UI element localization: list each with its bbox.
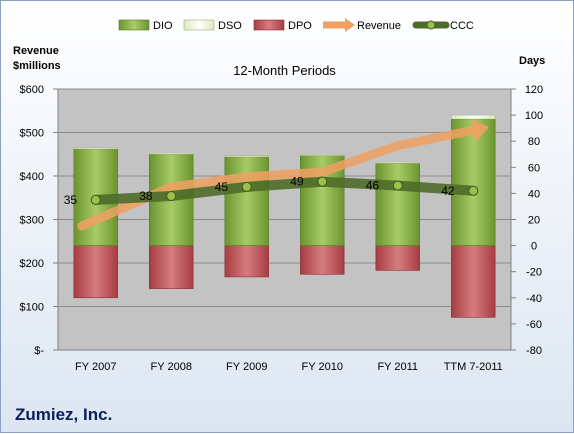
bar-dpo bbox=[149, 245, 194, 289]
ccc-point bbox=[166, 191, 177, 202]
ccc-data-label: 38 bbox=[139, 189, 153, 203]
left-tick-label: $100 bbox=[20, 302, 44, 314]
x-tick-label: FY 2010 bbox=[302, 361, 343, 373]
legend-label: DSO bbox=[218, 20, 242, 32]
right-tick-label: 20 bbox=[528, 215, 540, 227]
bar-dio bbox=[224, 156, 269, 246]
series-revenue-arrowhead bbox=[470, 118, 489, 143]
bar-dso bbox=[149, 153, 194, 155]
x-tick-label: FY 2009 bbox=[226, 361, 267, 373]
bar-dpo bbox=[300, 245, 345, 275]
left-tick-label: $600 bbox=[20, 84, 44, 96]
right-tick-label: -80 bbox=[526, 345, 542, 357]
right-tick-label: -20 bbox=[526, 267, 542, 279]
right-tick-label: 100 bbox=[525, 110, 543, 122]
ccc-data-label: 46 bbox=[366, 179, 380, 193]
right-axis-label: Days bbox=[519, 55, 546, 67]
bar-dpo bbox=[73, 245, 118, 299]
ccc-data-label: 45 bbox=[215, 180, 229, 194]
bar-dso bbox=[451, 114, 496, 120]
x-tick-label: FY 2008 bbox=[151, 361, 192, 373]
bar-dso bbox=[375, 162, 420, 164]
right-tick-label: 0 bbox=[531, 241, 537, 253]
left-tick-label: $500 bbox=[20, 128, 44, 140]
bar-dso bbox=[300, 154, 345, 156]
ccc-data-label: 49 bbox=[290, 175, 304, 189]
left-tick-label: $400 bbox=[20, 171, 44, 183]
bar-dpo bbox=[224, 245, 269, 278]
company-name: Zumiez, Inc. bbox=[15, 405, 113, 424]
right-tick-label: 120 bbox=[525, 84, 543, 96]
bar-dso bbox=[224, 155, 269, 158]
legend-swatch-dso bbox=[183, 19, 215, 31]
legend-swatch-dio bbox=[118, 19, 150, 31]
left-axis-label-line2: $millions bbox=[13, 60, 61, 72]
left-tick-label: $300 bbox=[20, 215, 44, 227]
left-axis-label-line1: Revenue bbox=[13, 45, 59, 57]
ccc-data-label: 42 bbox=[441, 184, 455, 198]
ccc-point bbox=[90, 194, 101, 205]
right-tick-label: 80 bbox=[528, 136, 540, 148]
x-tick-label: TTM 7-2011 bbox=[444, 361, 503, 373]
legend-label: DIO bbox=[153, 20, 173, 32]
legend-label: DPO bbox=[288, 20, 312, 32]
right-tick-label: -60 bbox=[526, 319, 542, 331]
ccc-point bbox=[392, 180, 403, 191]
right-tick-label: -40 bbox=[526, 293, 542, 305]
bar-dpo bbox=[451, 245, 496, 318]
bar-dso bbox=[73, 147, 118, 150]
x-tick-label: FY 2007 bbox=[75, 361, 116, 373]
left-tick-label: $200 bbox=[20, 258, 44, 270]
legend-swatch-ccc-point bbox=[426, 20, 436, 30]
bar-dpo bbox=[375, 245, 420, 271]
x-tick-label: FY 2011 bbox=[377, 361, 418, 373]
legend-swatch-revenue-arrow bbox=[345, 18, 355, 32]
ccc-point bbox=[241, 181, 252, 192]
ccc-point bbox=[468, 185, 479, 196]
legend-label: CCC bbox=[450, 20, 474, 32]
ccc-point bbox=[317, 176, 328, 187]
right-tick-label: 60 bbox=[528, 162, 540, 174]
ccc-data-label: 35 bbox=[64, 193, 78, 207]
right-tick-label: 40 bbox=[528, 188, 540, 200]
series-ccc-line bbox=[90, 176, 479, 205]
chart-title: 12-Month Periods bbox=[233, 63, 336, 78]
bar-dio bbox=[375, 163, 420, 246]
bar-dio bbox=[451, 118, 496, 246]
left-tick-label: $- bbox=[34, 345, 44, 357]
legend-label: Revenue bbox=[357, 20, 401, 32]
legend-swatch-dpo bbox=[253, 19, 285, 31]
